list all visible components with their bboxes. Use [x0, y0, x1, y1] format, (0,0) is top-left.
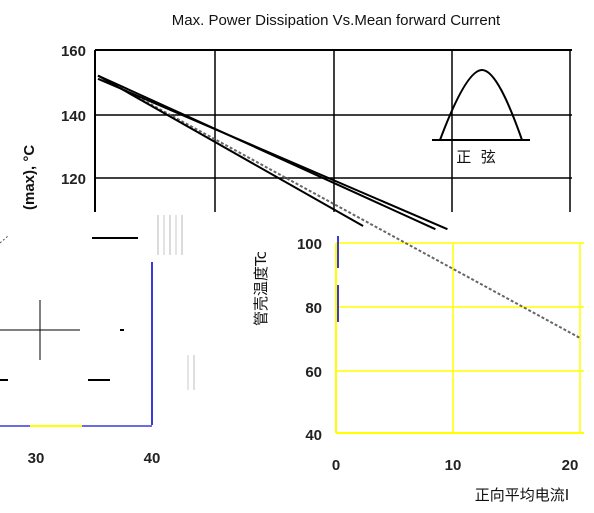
- lower-right-plot: 100 80 60 40 0 10 20 正向平均电流I 管壳温度Tc: [252, 212, 594, 504]
- y-tick-100: 100: [297, 236, 322, 253]
- series-line-4: [97, 77, 448, 231]
- series-line-1: [97, 74, 581, 339]
- y-tick-120: 120: [61, 171, 86, 188]
- lower-left-fragment: 30 40: [0, 212, 232, 467]
- x-tick-10: 10: [445, 457, 462, 474]
- right-fragment-bg: [298, 212, 594, 437]
- series-line-2: [97, 74, 364, 227]
- chart-title: Max. Power Dissipation Vs.Mean forward C…: [172, 12, 501, 29]
- upper-plot: [94, 49, 572, 212]
- x-tick-30: 30: [28, 450, 45, 467]
- x-tick-0: 0: [332, 457, 340, 474]
- inset-label: 正 弦: [456, 148, 496, 166]
- y-tick-80: 80: [305, 300, 322, 317]
- y-tick-140: 140: [61, 108, 86, 125]
- x-axis-label: 正向平均电流I: [475, 486, 569, 504]
- frag-blur-bars: [157, 215, 195, 390]
- stray-dashes: [0, 235, 9, 244]
- y-tick-40: 40: [305, 427, 322, 444]
- half-sine-curve: [439, 68, 523, 141]
- x-tick-40: 40: [144, 450, 161, 467]
- y-tick-160: 160: [61, 43, 86, 60]
- x-tick-20: 20: [562, 457, 579, 474]
- series-layer: [97, 74, 581, 339]
- sine-waveform-inset: 正 弦: [432, 68, 530, 166]
- y-axis-label-lower: 管壳温度Tc: [252, 251, 270, 326]
- left-fragment-bg: [0, 212, 232, 427]
- y-tick-60: 60: [305, 364, 322, 381]
- y-axis-label-upper: (max), °C: [21, 145, 38, 210]
